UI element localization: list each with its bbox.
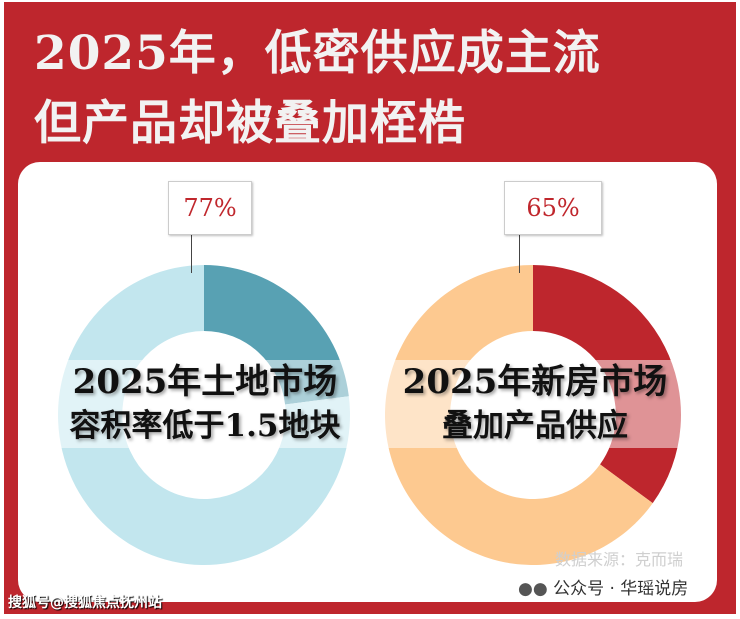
callout-left: 77% bbox=[168, 181, 252, 235]
callout-leader-left bbox=[191, 233, 192, 273]
sohu-watermark: 搜狐号@搜狐焦点抚州站 bbox=[8, 595, 162, 611]
donut-right-label-1: 2025年新房市场 bbox=[402, 362, 668, 402]
donut-left-label-1: 2025年土地市场 bbox=[72, 362, 338, 402]
donut-right-label-2: 叠加产品供应 bbox=[442, 408, 628, 444]
callout-leader-right bbox=[519, 233, 520, 273]
title-line-2: 但产品却被叠加桎梏 bbox=[34, 96, 466, 151]
data-source: 数据来源：克而瑞 bbox=[555, 550, 684, 569]
title-line-1: 2025年，低密供应成主流 bbox=[34, 26, 601, 81]
donut-1-segment-main bbox=[384, 265, 653, 565]
wechat-account: 公众号 · 华瑶说房 bbox=[553, 579, 689, 599]
label-band-right bbox=[384, 360, 684, 448]
wechat-watermark: ●● 公众号 · 华瑶说房 bbox=[518, 578, 688, 600]
wechat-icon: ●● bbox=[518, 579, 548, 599]
donut-0-segment-main bbox=[58, 265, 350, 565]
label-band-left bbox=[55, 360, 355, 448]
donut-left-label-2: 容积率低于1.5地块 bbox=[69, 408, 341, 444]
callout-right: 65% bbox=[504, 181, 602, 235]
